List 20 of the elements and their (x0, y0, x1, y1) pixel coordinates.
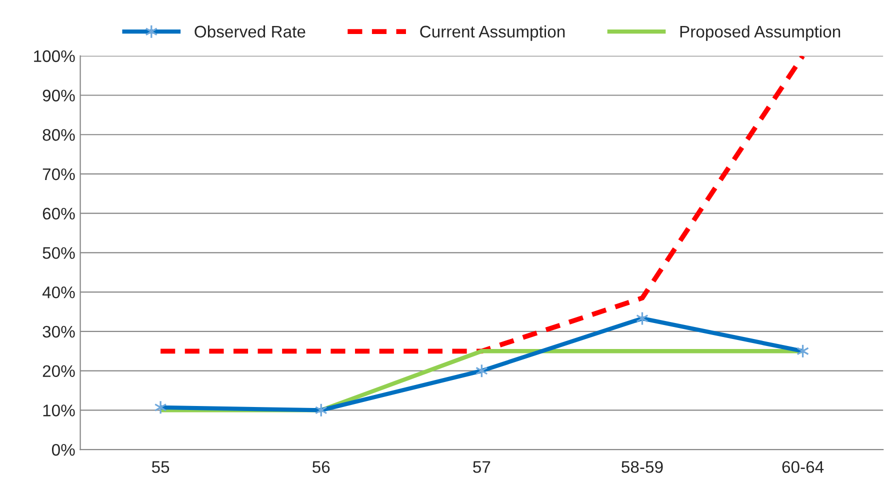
x-tick-label: 60-64 (782, 461, 824, 473)
y-tick-label: 60% (42, 208, 75, 220)
y-tick-label: 80% (42, 129, 75, 141)
legend-label: Current Assumption (420, 25, 565, 41)
y-tick-label: 90% (42, 90, 75, 102)
legend-label: Proposed Assumption (680, 25, 840, 41)
x-tick-label: 57 (473, 461, 490, 473)
y-tick-label: 50% (42, 247, 75, 259)
y-tick-label: 40% (42, 286, 75, 298)
y-tick-label: 30% (42, 326, 75, 338)
y-tick-label: 0% (52, 444, 75, 456)
y-tick-label: 100% (34, 50, 75, 62)
y-tick-label: 70% (42, 168, 75, 180)
point (154, 400, 167, 415)
y-tick-label: 10% (43, 404, 75, 416)
x-tick-label: 58-59 (622, 461, 663, 473)
x-tick-label: 56 (312, 461, 330, 473)
x-tick-label: 55 (152, 461, 170, 473)
legend-label: Observed Rate (194, 25, 306, 38)
y-tick-label: 20% (42, 365, 75, 378)
